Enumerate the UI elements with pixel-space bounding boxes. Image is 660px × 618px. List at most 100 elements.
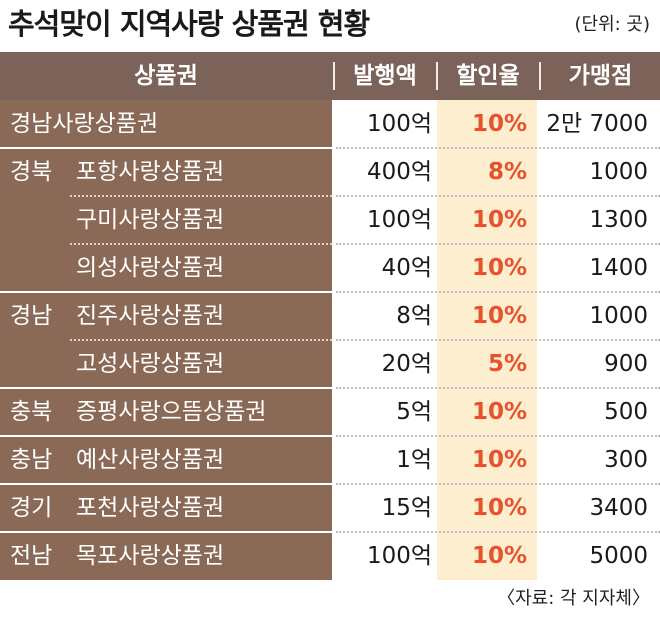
table-row: 전남 목포사랑상품권 100억 10% 5000 xyxy=(0,532,660,580)
store-count: 2만 7000 xyxy=(546,111,648,137)
issue-amount: 1억 xyxy=(396,447,432,473)
discount-rate: 10% xyxy=(471,495,527,521)
voucher-name: 목포사랑상품권 xyxy=(76,543,225,569)
province-label: 경남 xyxy=(10,303,53,329)
row-divider xyxy=(70,243,332,245)
row-divider xyxy=(336,387,660,389)
voucher-name: 포천사랑상품권 xyxy=(76,495,225,521)
voucher-name-cell: 구미사랑상품권 xyxy=(0,196,332,244)
rate-highlight xyxy=(437,532,537,580)
voucher-name-cell: 전남 목포사랑상품권 xyxy=(0,532,332,580)
province-label: 충북 xyxy=(10,399,53,425)
header-divider xyxy=(539,62,541,90)
row-divider xyxy=(336,147,660,149)
store-count: 900 xyxy=(604,351,648,377)
discount-rate: 10% xyxy=(471,207,527,233)
rate-highlight xyxy=(437,388,537,436)
voucher-name-cell: 고성사랑상품권 xyxy=(0,340,332,388)
group-divider xyxy=(0,387,332,389)
table-body: 경남사랑상품권 100억 10% 2만 7000 경북 포항사랑상품권 400억… xyxy=(0,100,660,580)
rate-highlight xyxy=(437,196,537,244)
discount-rate: 10% xyxy=(471,303,527,329)
voucher-name: 증평사랑으뜸상품권 xyxy=(76,399,267,425)
table-row: 구미사랑상품권 100억 10% 1300 xyxy=(0,196,660,244)
group-divider xyxy=(0,531,332,533)
voucher-name-cell: 경기 포천사랑상품권 xyxy=(0,484,332,532)
issue-amount: 5억 xyxy=(396,399,432,425)
issue-amount: 8억 xyxy=(396,303,432,329)
issue-amount: 15억 xyxy=(381,495,432,521)
row-divider xyxy=(336,291,660,293)
issue-amount: 100억 xyxy=(366,111,432,137)
store-count: 1400 xyxy=(589,255,648,281)
rate-highlight xyxy=(437,340,537,388)
voucher-name-cell: 경남사랑상품권 xyxy=(0,100,332,148)
issue-amount: 100억 xyxy=(366,207,432,233)
header-voucher: 상품권 xyxy=(134,63,198,89)
province-label: 전남 xyxy=(10,543,53,569)
store-count: 300 xyxy=(604,447,648,473)
store-count: 1000 xyxy=(589,303,648,329)
table-header: 상품권 발행액 할인율 가맹점 xyxy=(0,52,660,100)
table-row: 고성사랑상품권 20억 5% 900 xyxy=(0,340,660,388)
group-divider xyxy=(0,147,332,149)
table-row: 경남 진주사랑상품권 8억 10% 1000 xyxy=(0,292,660,340)
province-label: 경기 xyxy=(10,495,53,521)
row-divider xyxy=(336,243,660,245)
voucher-name-cell: 경북 포항사랑상품권 xyxy=(0,148,332,196)
voucher-name-cell: 충남 예산사랑상품권 xyxy=(0,436,332,484)
voucher-name: 진주사랑상품권 xyxy=(76,303,225,329)
store-count: 1000 xyxy=(589,159,648,185)
issue-amount: 20억 xyxy=(381,351,432,377)
group-divider xyxy=(0,483,332,485)
discount-rate: 5% xyxy=(487,351,527,377)
discount-rate: 10% xyxy=(471,447,527,473)
unit-label: (단위: 곳) xyxy=(574,14,650,35)
rate-highlight xyxy=(437,292,537,340)
voucher-name: 포항사랑상품권 xyxy=(76,159,225,185)
store-count: 5000 xyxy=(589,543,648,569)
row-divider xyxy=(336,483,660,485)
table-row: 경기 포천사랑상품권 15억 10% 3400 xyxy=(0,484,660,532)
header-issue-amount: 발행액 xyxy=(353,63,417,89)
province-label: 경북 xyxy=(10,159,53,185)
discount-rate: 10% xyxy=(471,543,527,569)
issue-amount: 40억 xyxy=(381,255,432,281)
header-divider xyxy=(333,62,335,90)
page-title: 추석맞이 지역사랑 상품권 현황 xyxy=(8,7,370,41)
header-discount-rate: 할인율 xyxy=(456,63,520,89)
table-row: 경북 포항사랑상품권 400억 8% 1000 xyxy=(0,148,660,196)
table-row: 의성사랑상품권 40억 10% 1400 xyxy=(0,244,660,292)
table-row: 충북 증평사랑으뜸상품권 5억 10% 500 xyxy=(0,388,660,436)
voucher-table: 상품권 발행액 할인율 가맹점 경남사랑상품권 100억 10% 2만 7000… xyxy=(0,52,660,580)
discount-rate: 10% xyxy=(471,399,527,425)
voucher-name-cell: 충북 증평사랑으뜸상품권 xyxy=(0,388,332,436)
voucher-name: 고성사랑상품권 xyxy=(76,351,225,377)
rate-highlight xyxy=(437,100,537,148)
discount-rate: 10% xyxy=(471,111,527,137)
voucher-name: 구미사랑상품권 xyxy=(76,207,225,233)
store-count: 3400 xyxy=(589,495,648,521)
rate-highlight xyxy=(437,436,537,484)
issue-amount: 400억 xyxy=(366,159,432,185)
header-divider xyxy=(436,62,438,90)
group-divider xyxy=(0,435,332,437)
voucher-name-cell: 의성사랑상품권 xyxy=(0,244,332,292)
voucher-name-cell: 경남 진주사랑상품권 xyxy=(0,292,332,340)
row-divider xyxy=(336,531,660,533)
group-divider xyxy=(0,291,332,293)
voucher-name: 경남사랑상품권 xyxy=(10,111,159,137)
voucher-name: 의성사랑상품권 xyxy=(76,255,225,281)
row-divider xyxy=(336,339,660,341)
issue-amount: 100억 xyxy=(366,543,432,569)
rate-highlight xyxy=(437,244,537,292)
store-count: 1300 xyxy=(589,207,648,233)
row-divider xyxy=(336,195,660,197)
voucher-name: 예산사랑상품권 xyxy=(76,447,225,473)
row-divider xyxy=(336,435,660,437)
rate-highlight xyxy=(437,148,537,196)
discount-rate: 10% xyxy=(471,255,527,281)
row-divider xyxy=(70,339,332,341)
row-divider xyxy=(70,195,332,197)
store-count: 500 xyxy=(604,399,648,425)
